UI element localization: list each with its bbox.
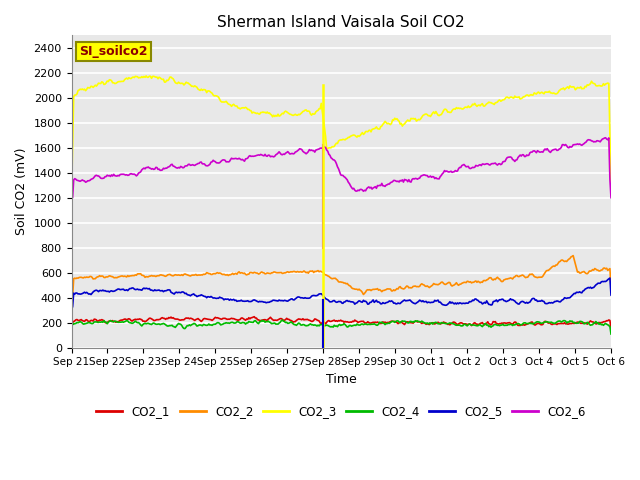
CO2_6	[594, 138, 602, 144]
CO2_2	[607, 285, 615, 291]
CO2_3	[328, 144, 336, 150]
CO2_3	[325, 145, 333, 151]
Text: SI_soilco2: SI_soilco2	[79, 45, 148, 58]
CO2_4	[278, 317, 286, 323]
CO2_4	[595, 322, 603, 327]
CO2_6	[388, 179, 396, 184]
Legend: CO2_1, CO2_2, CO2_3, CO2_4, CO2_5, CO2_6: CO2_1, CO2_2, CO2_3, CO2_4, CO2_5, CO2_6	[92, 400, 591, 423]
CO2_6	[360, 188, 367, 194]
CO2_2	[68, 297, 76, 303]
CO2_3	[607, 185, 615, 191]
CO2_6	[327, 155, 335, 161]
CO2_5	[510, 298, 518, 303]
CO2_6	[324, 148, 332, 154]
CO2_5	[327, 299, 335, 305]
CO2_4	[390, 319, 397, 324]
CO2_1	[68, 327, 76, 333]
CO2_2	[510, 275, 518, 280]
CO2_2	[327, 275, 335, 281]
CO2_5	[606, 275, 614, 281]
CO2_5	[360, 298, 367, 303]
CO2_6	[602, 135, 609, 141]
CO2_3	[68, 194, 76, 200]
Title: Sherman Island Vaisala Soil CO2: Sherman Island Vaisala Soil CO2	[218, 15, 465, 30]
CO2_1	[328, 318, 336, 324]
CO2_2	[324, 273, 332, 279]
CO2_3	[511, 93, 518, 99]
CO2_2	[388, 288, 396, 294]
CO2_3	[595, 83, 603, 88]
CO2_6	[68, 195, 76, 201]
Line: CO2_3: CO2_3	[72, 76, 611, 197]
CO2_3	[361, 131, 369, 136]
CO2_2	[360, 292, 367, 298]
CO2_5	[68, 307, 76, 313]
CO2_4	[68, 328, 76, 334]
X-axis label: Time: Time	[326, 373, 356, 386]
Line: CO2_4: CO2_4	[72, 320, 611, 334]
CO2_4	[325, 323, 333, 329]
CO2_1	[511, 319, 518, 325]
CO2_5	[324, 297, 332, 302]
Line: CO2_2: CO2_2	[72, 256, 611, 300]
CO2_3	[142, 73, 150, 79]
CO2_5	[607, 292, 615, 298]
CO2_1	[595, 320, 603, 325]
Line: CO2_1: CO2_1	[72, 317, 611, 330]
CO2_1	[361, 320, 369, 326]
CO2_6	[510, 157, 518, 163]
CO2_5	[388, 299, 396, 304]
CO2_5	[594, 280, 602, 286]
Line: CO2_6: CO2_6	[72, 138, 611, 198]
CO2_4	[607, 331, 615, 337]
CO2_2	[570, 253, 577, 259]
CO2_6	[607, 195, 615, 201]
CO2_3	[390, 117, 397, 123]
CO2_1	[250, 314, 258, 320]
CO2_4	[328, 324, 336, 329]
CO2_1	[607, 326, 615, 332]
CO2_4	[361, 321, 369, 327]
Y-axis label: Soil CO2 (mV): Soil CO2 (mV)	[15, 148, 28, 235]
CO2_1	[390, 319, 397, 324]
CO2_1	[325, 318, 333, 324]
CO2_4	[511, 322, 518, 328]
CO2_2	[595, 268, 603, 274]
Line: CO2_5: CO2_5	[72, 278, 611, 310]
